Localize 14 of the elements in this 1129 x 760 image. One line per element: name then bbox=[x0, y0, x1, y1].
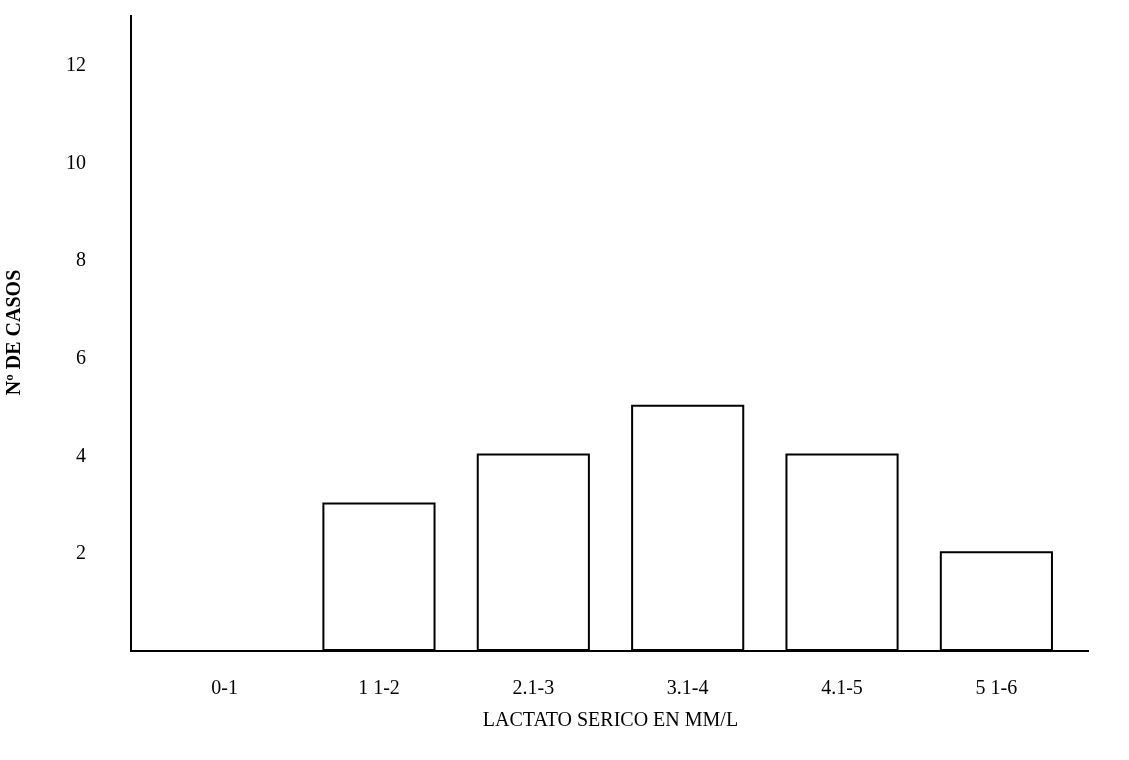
y-tick-label: 12 bbox=[66, 52, 86, 75]
y-tick-label: 2 bbox=[76, 541, 86, 564]
x-tick-label: 0-1 bbox=[211, 676, 238, 698]
x-tick-label: 2.1-3 bbox=[512, 676, 555, 698]
x-tick-label: 3.1-4 bbox=[666, 676, 709, 698]
y-axis-title: Nº DE CASOS bbox=[2, 269, 24, 396]
y-tick-label: 6 bbox=[76, 345, 86, 368]
y-tick-label: 10 bbox=[66, 150, 86, 173]
y-tick-label: 4 bbox=[76, 443, 86, 466]
x-tick-label: 5 1-6 bbox=[975, 676, 1018, 698]
x-axis-title: LACTATO SERICO EN MM/L bbox=[482, 708, 739, 730]
x-tick-label: 1 1-2 bbox=[358, 676, 400, 698]
y-tick-label: 8 bbox=[76, 248, 86, 271]
x-tick-label: 4.1-5 bbox=[821, 676, 863, 698]
